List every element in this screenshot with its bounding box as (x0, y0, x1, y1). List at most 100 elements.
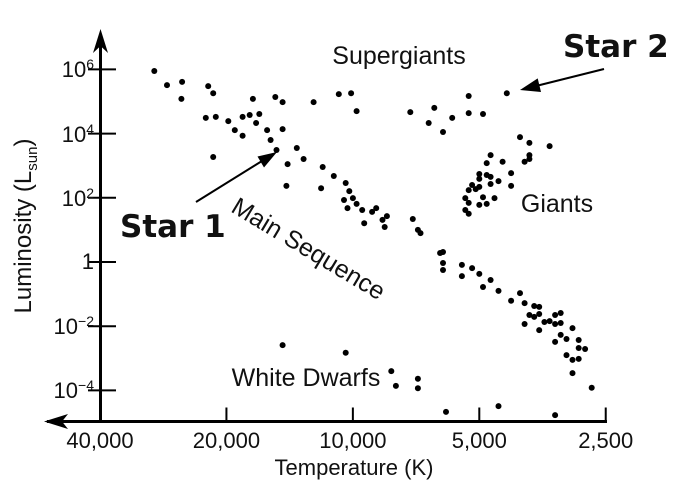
star-dot-giants (483, 160, 490, 167)
star-dot-giants (508, 170, 515, 177)
star-dot-field-stars (210, 154, 217, 160)
star-dot-main-sequence (239, 113, 246, 120)
star-dot-supergiants (272, 94, 279, 100)
star-dot-main-sequence (319, 164, 326, 170)
x-tick-label: 20,000 (192, 428, 261, 453)
star-dot-white-dwarfs (414, 375, 421, 382)
star-dot-giants (476, 201, 483, 208)
star-dot-main-sequence (212, 113, 219, 120)
star-dot-main-sequence (379, 216, 386, 223)
star-dot-main-sequence (330, 173, 337, 179)
star-dot-giants (469, 182, 476, 188)
x-axis-title: Temperature (K) (274, 455, 434, 480)
star-dot-main-sequence (469, 265, 476, 272)
star-dot-supergiants (348, 90, 355, 97)
star-dot-giants (487, 173, 494, 180)
star-dot-main-sequence (381, 224, 388, 230)
star-dot-main-sequence (552, 321, 559, 327)
star-dot-main-sequence (239, 132, 246, 139)
star-dot-main-sequence (557, 310, 564, 316)
star-dot-main-sequence (283, 182, 290, 189)
star-dot-giants (487, 181, 494, 187)
star-dot-supergiants (353, 108, 360, 115)
star-dot-main-sequence (273, 147, 280, 153)
star-dot-giants (465, 187, 472, 194)
star-dot-giants (487, 152, 494, 159)
y-tick-label: 10−2 (53, 313, 94, 340)
axes (44, 29, 607, 429)
star-dot-main-sequence (476, 270, 483, 277)
star-dot-main-sequence (552, 312, 559, 318)
y-axis-arrowhead-icon (93, 29, 108, 53)
star-dot-main-sequence (536, 327, 543, 334)
star-dot-main-sequence (458, 273, 465, 280)
x-tick-label: 2,500 (578, 428, 634, 453)
star-dot-giants (526, 139, 533, 146)
star2-arrowhead-icon (520, 78, 541, 92)
star-dot-supergiants (503, 90, 510, 97)
star-dot-main-sequence (440, 267, 446, 273)
star-dot-main-sequence (569, 356, 576, 363)
x-tick-label: 5,000 (451, 428, 507, 453)
y-tick-label: 1 (81, 249, 94, 274)
star-dot-supergiants (465, 110, 472, 117)
star-dot-main-sequence (225, 118, 232, 125)
star-dot-main-sequence (458, 261, 465, 268)
star-dot-main-sequence (383, 213, 390, 220)
x-axis-arrowhead-icon (44, 414, 68, 429)
label-supergiants: Supergiants (332, 42, 466, 70)
star-dot-giants (476, 171, 483, 177)
star-dot-main-sequence (526, 312, 533, 318)
star-dot-main-sequence (349, 195, 356, 202)
star-dot-giants (491, 195, 498, 202)
star-dot-supergiants (431, 104, 438, 111)
star2-arrow-line (537, 68, 605, 87)
star-dot-giants (465, 210, 472, 217)
star-dot-main-sequence (151, 68, 158, 74)
star-dot-main-sequence (293, 145, 300, 151)
star-dot-main-sequence (300, 156, 307, 162)
y-tick-label: 102 (61, 184, 94, 211)
star-dot-main-sequence (359, 207, 366, 213)
star-dot-supergiants (425, 120, 432, 126)
star-dot-main-sequence (563, 336, 570, 342)
star-dot-main-sequence (344, 205, 351, 212)
star-dot-main-sequence (563, 352, 570, 359)
star-dot-giants (483, 200, 490, 207)
star-dot-main-sequence (417, 230, 424, 237)
star-dot-white-dwarfs (342, 349, 349, 356)
label-white-dwarfs: White Dwarfs (231, 364, 381, 392)
star-dot-supergiants (310, 99, 317, 106)
star-dot-main-sequence (342, 180, 349, 186)
star-dot-field-stars (495, 403, 502, 410)
star-dot-main-sequence (369, 208, 376, 215)
star-dot-white-dwarfs (414, 385, 421, 392)
star-dot-supergiants (249, 95, 256, 102)
star-dot-main-sequence (164, 82, 170, 89)
star-dot-supergiants (407, 109, 414, 116)
annotation-star1: Star 1 (120, 209, 226, 245)
star1-arrow-line (195, 160, 263, 203)
star-dot-main-sequence (179, 78, 186, 85)
star-dot-main-sequence (521, 321, 528, 327)
star-dot-main-sequence (536, 311, 543, 317)
x-tick-label: 10,000 (319, 428, 387, 453)
star-dot-main-sequence (246, 112, 253, 118)
star-dot-main-sequence (205, 83, 212, 90)
star-dot-main-sequence (284, 161, 291, 168)
star-dot-main-sequence (546, 318, 553, 325)
star-dot-main-sequence (253, 120, 260, 126)
star-dot-main-sequence (178, 95, 185, 102)
star-dot-giants (476, 175, 483, 182)
annotation-star2: Star 2 (563, 29, 669, 65)
star-dot-main-sequence (231, 127, 238, 134)
star-dot-main-sequence (279, 126, 286, 133)
star-dot-main-sequence (361, 220, 368, 227)
star-dot-supergiants (440, 129, 446, 135)
star-dot-main-sequence (536, 303, 543, 310)
star-dot-giants (499, 158, 506, 165)
star-dot-main-sequence (495, 287, 502, 294)
star-dot-main-sequence (531, 313, 538, 320)
star-dot-giants (521, 158, 528, 165)
